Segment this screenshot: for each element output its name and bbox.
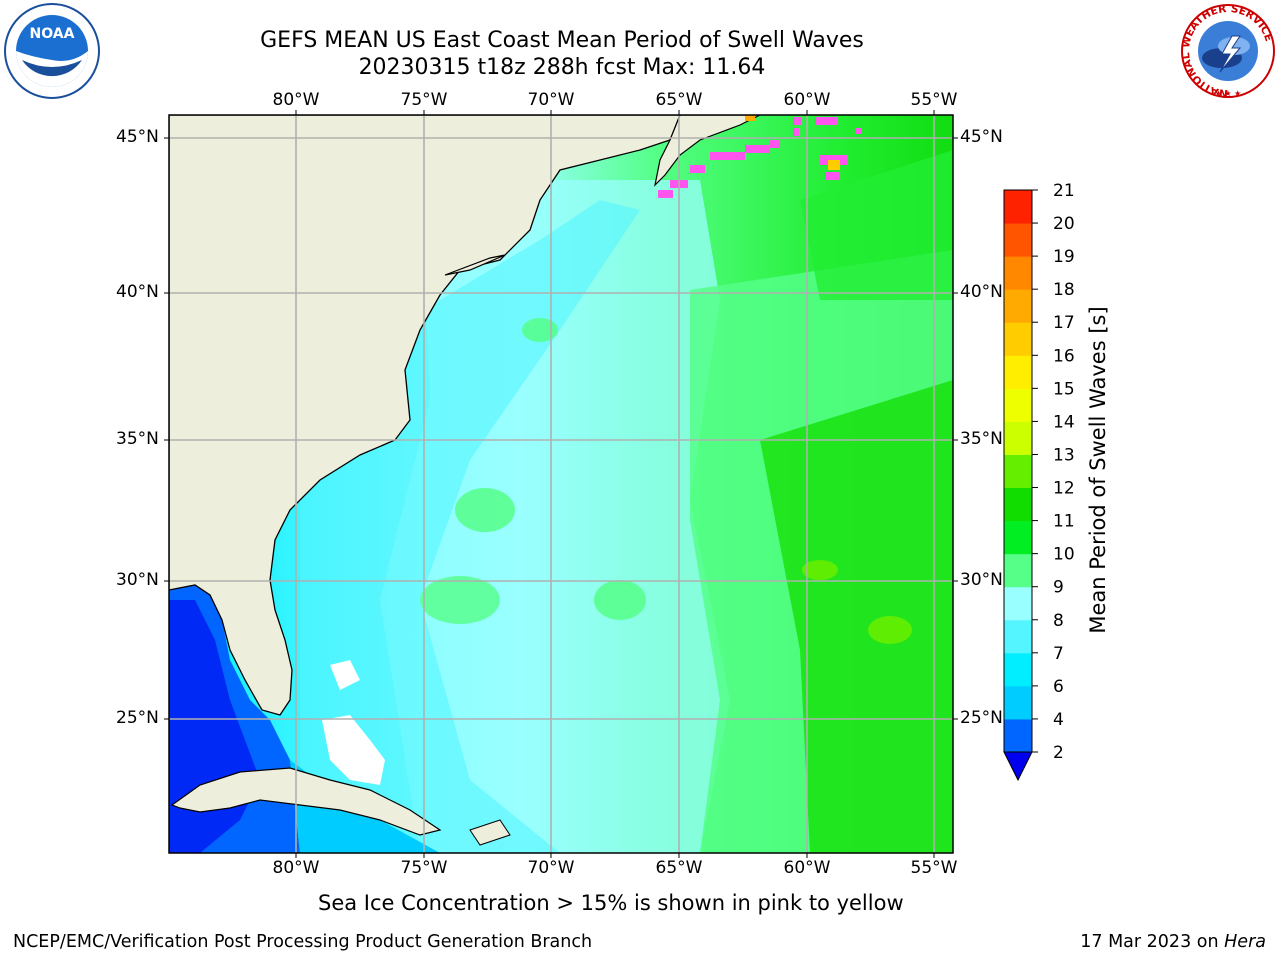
colorbar-swatch [1004,322,1032,356]
nws-logo: NATIONAL WEATHER SERVICE ★ ★ ★ [1180,3,1275,99]
swell-blob [594,580,646,620]
colorbar-tick-label: 4 [1053,710,1064,730]
lat-label-left: 35°N [116,429,159,449]
lon-label-top: 80°W [272,90,320,110]
colorbar-tick-label: 18 [1053,280,1075,300]
colorbar-swatch [1004,256,1032,290]
colorbar-swatch [1004,586,1032,621]
colorbar-swatch [1004,685,1032,720]
lat-label-right: 45°N [960,127,1003,147]
noaa-logo: NOAA [4,3,100,99]
colorbar-swatch [1004,289,1032,323]
colorbar-tick-label: 11 [1053,512,1075,532]
swell-blob-11s [802,560,838,580]
colorbar-frame [1003,189,1033,753]
lon-label-top: 60°W [783,90,831,110]
colorbar-swatch [1004,619,1032,654]
colorbar-tick-label: 15 [1053,379,1075,399]
colorbar-swatch [1004,454,1032,489]
map-frame [168,114,954,854]
hispaniola [469,819,511,846]
lon-label-bottom: 80°W [272,858,320,878]
lon-label-top: 65°W [655,90,703,110]
swell-blob [522,318,558,342]
lon-label-bottom: 55°W [910,858,958,878]
long-island [444,254,506,276]
graticule [169,115,953,853]
bahamas-bank [322,715,385,785]
colorbar-extend-arrow [1003,751,1033,782]
colorbar-swatch [1004,223,1032,257]
map-area [169,115,953,853]
colorbar-tick-label: 13 [1053,445,1075,465]
swell-blob-11s [868,616,912,644]
colorbar-tick-label: 9 [1053,578,1064,598]
lat-label-right: 35°N [960,429,1003,449]
colorbar-swatch [1004,652,1032,687]
lon-label-bottom: 60°W [783,858,831,878]
noaa-logo-text: NOAA [30,26,75,42]
swell-blob [455,488,515,532]
colorbar-tick-label: 12 [1053,479,1075,499]
map-ticks [164,110,958,858]
map-title: GEFS MEAN US East Coast Mean Period of S… [260,28,864,53]
lon-label-top: 55°W [910,90,958,110]
colorbar-tick-label: 19 [1053,247,1075,267]
colorbar-tick-label: 2 [1053,743,1064,763]
lat-label-right: 25°N [960,708,1003,728]
lon-label-bottom: 70°W [527,858,575,878]
colorbar-swatch [1004,520,1032,555]
colorbar-tick-label: 14 [1053,412,1075,432]
credit-line: NCEP/EMC/Verification Post Processing Pr… [13,932,593,952]
lat-label-right: 30°N [960,570,1003,590]
colorbar-tick-label: 6 [1053,677,1064,697]
lon-label-bottom: 65°W [655,858,703,878]
lon-label-bottom: 75°W [400,858,448,878]
host-name: Hera [1224,932,1266,952]
colorbar-tick-label: 20 [1053,214,1075,234]
lon-label-top: 70°W [527,90,575,110]
colorbar-tick-label: 7 [1053,644,1064,664]
date-line: 17 Mar 2023 on Hera [1080,932,1266,952]
date-text: 17 Mar 2023 on [1080,932,1219,952]
colorbar-swatch [1004,487,1032,522]
colorbar-tick-label: 8 [1053,611,1064,631]
sea-ice-note: Sea Ice Concentration > 15% is shown in … [318,891,904,915]
colorbar-swatch [1004,355,1032,389]
colorbar-tick-label: 17 [1053,313,1075,333]
bahamas-bank-north [330,660,360,690]
cuba [170,767,442,836]
lat-label-right: 40°N [960,282,1003,302]
lon-label-top: 75°W [400,90,448,110]
colorbar-tick-label: 16 [1053,346,1075,366]
colorbar-swatch [1004,388,1032,422]
lat-label-left: 30°N [116,570,159,590]
swell-blob [420,576,500,624]
colorbar-swatch [1004,553,1032,588]
colorbar-label: Mean Period of Swell Waves [s] [1086,306,1110,634]
lat-label-left: 40°N [116,282,159,302]
colorbar-tick-label: 10 [1053,545,1075,565]
map-subtitle: 20230315 t18z 288h fcst Max: 11.64 [358,55,766,80]
colorbar-tick-label: 21 [1053,181,1075,201]
swell-band-10s-north [800,150,953,300]
colorbar: 2 4 6 7 8 9 10 11 12 13 14 15 16 17 18 19 20 21 [1003,181,1075,782]
swell-band-10s [760,380,953,853]
colorbar-swatch [1004,190,1032,224]
svg-text:★ ★ ★: ★ ★ ★ [1215,89,1242,98]
lat-label-left: 45°N [116,127,159,147]
colorbar-swatch [1004,718,1032,753]
lat-label-left: 25°N [116,708,159,728]
caribbean-band [290,760,440,853]
colorbar-swatch [1004,421,1032,455]
